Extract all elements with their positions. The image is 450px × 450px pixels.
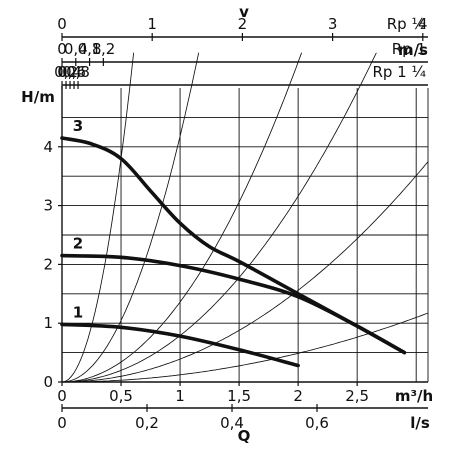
velocity-axis-title: v: [239, 3, 249, 21]
y-tick-label: 1: [43, 314, 53, 332]
velocity-tick-label: 0,4: [58, 63, 82, 81]
velocity-tick-label: 0: [57, 15, 67, 33]
velocity-tick-label: 0,4: [64, 40, 88, 58]
velocity-tick-label: 4: [418, 15, 428, 33]
pipe-size-label: Rp ½: [387, 15, 426, 33]
pipe-size-label: Rp 1 ¼: [372, 63, 426, 81]
velocity-tick-label: 1: [147, 15, 157, 33]
velocity-tick-label: 3: [328, 15, 338, 33]
flow-axis-title: Q: [238, 427, 251, 445]
y-tick-label: 4: [43, 138, 53, 156]
velocity-tick-label: 0: [57, 63, 67, 81]
velocity-unit-label: m/s: [398, 41, 428, 59]
velocity-tick-label: 0,8: [66, 63, 90, 81]
velocity-tick-label: 0: [57, 40, 67, 58]
system-curve: [61, 52, 135, 383]
x-tick-label: 1: [175, 387, 185, 405]
pump-curve-3: [60, 136, 407, 355]
flow-ls-tick-label: 0,2: [135, 414, 159, 432]
velocity-tick-label: 0,8: [78, 40, 102, 58]
y-tick-label: 3: [43, 197, 53, 215]
flow-ls-tick-label: 0,6: [305, 414, 329, 432]
flow-ls-tick-label: 0: [57, 414, 67, 432]
y-tick-label: 0: [43, 373, 53, 391]
y-tick-label: 2: [43, 255, 53, 273]
grid: [62, 88, 429, 382]
pump-curve-1: [60, 322, 300, 368]
pump-curve-label-3: 3: [73, 117, 83, 135]
flow-ls-unit-label: l/s: [410, 414, 430, 432]
velocity-tick-label: 0,6: [62, 63, 86, 81]
system-curve: [61, 52, 200, 383]
pump-curve-label-2: 2: [73, 235, 83, 253]
velocity-tick-label: 2: [238, 15, 248, 33]
velocity-tick-label: 1,2: [91, 40, 115, 58]
system-curve: [62, 312, 429, 383]
x-axis-unit-label: m³/h: [395, 387, 433, 405]
x-tick-label: 1,5: [227, 387, 251, 405]
flow-ls-tick-label: 0,4: [220, 414, 244, 432]
pipe-size-label: Rp 1: [392, 40, 426, 58]
x-tick-label: 0: [57, 387, 67, 405]
pump-curve-label-1: 1: [73, 303, 83, 321]
system-curve: [62, 52, 377, 383]
system-curve: [62, 52, 302, 383]
x-tick-label: 2,5: [345, 387, 369, 405]
x-tick-label: 2: [293, 387, 303, 405]
x-tick-label: 0,5: [109, 387, 133, 405]
velocity-tick-label: 0,2: [54, 63, 78, 81]
y-axis-title: H/m: [21, 88, 55, 106]
system-curve: [62, 161, 429, 383]
